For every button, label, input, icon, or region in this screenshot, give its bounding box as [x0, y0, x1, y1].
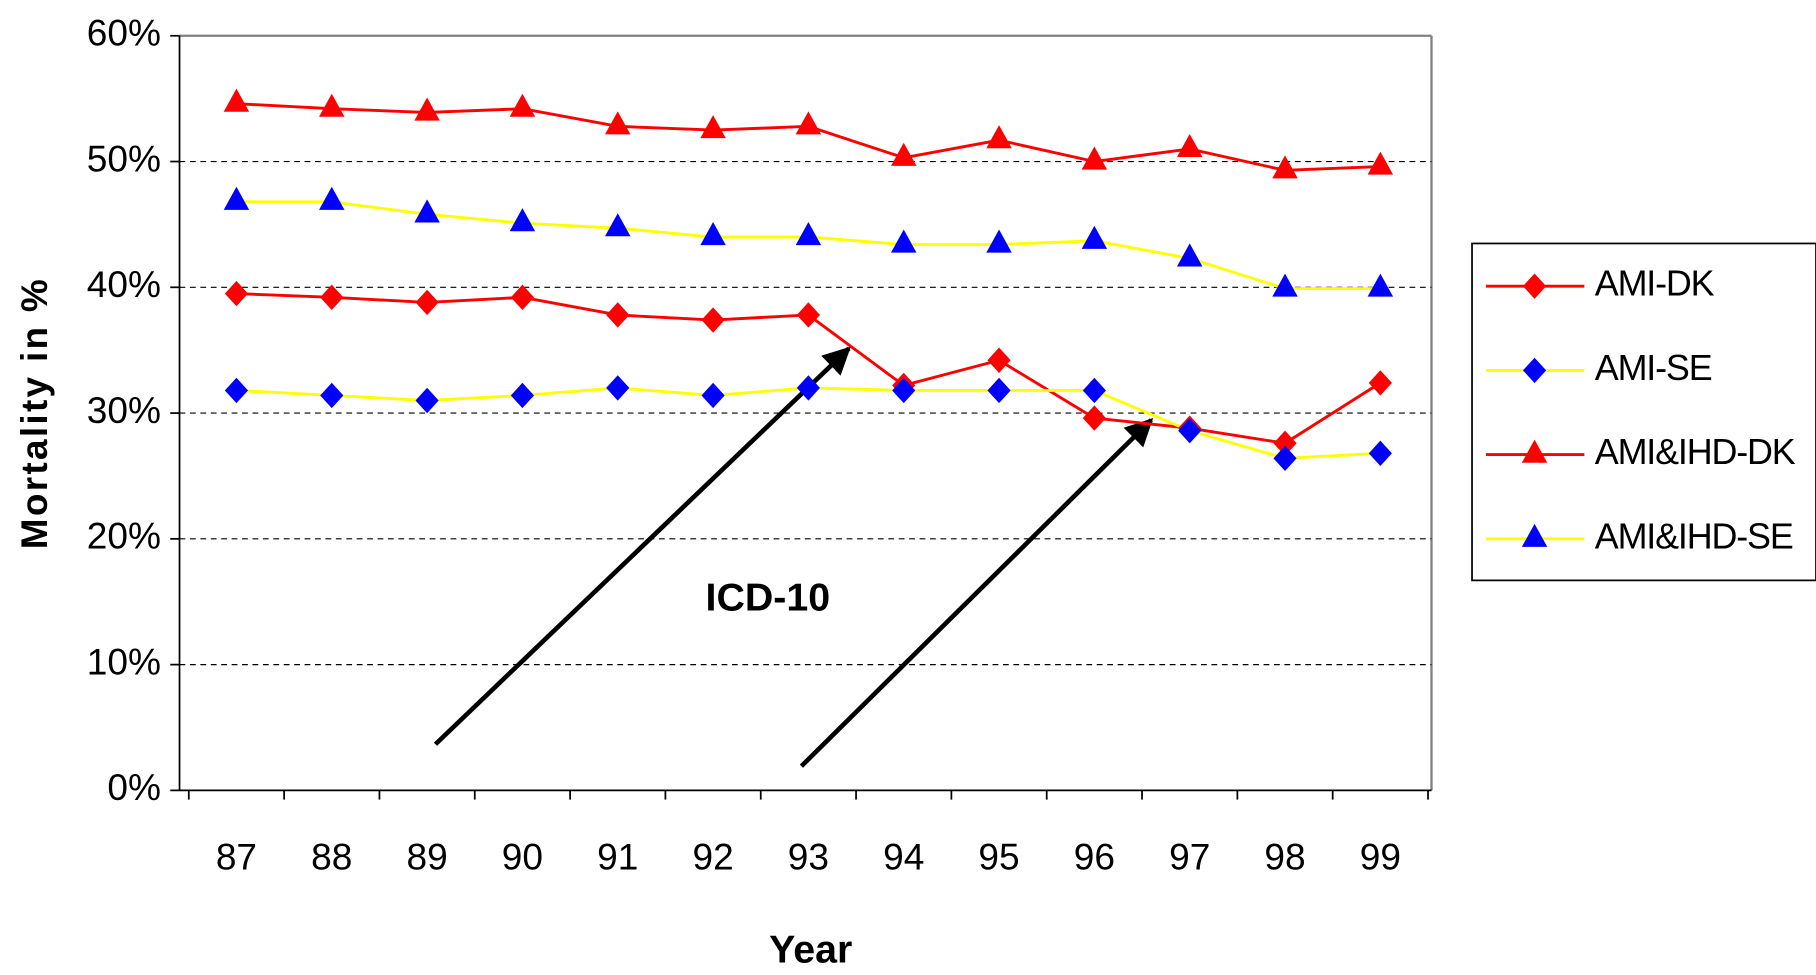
legend-marker [1521, 439, 1548, 463]
legend-label: AMI&IHD-DK [1595, 432, 1796, 472]
data-point [224, 377, 249, 404]
x-tick-label: 87 [216, 836, 257, 877]
data-point [414, 199, 440, 223]
data-point [509, 93, 536, 117]
data-point [1081, 146, 1108, 170]
x-tick-label: 97 [1169, 836, 1210, 877]
data-point [986, 125, 1012, 149]
data-point [223, 186, 250, 210]
data-point [319, 93, 345, 117]
data-point [1081, 225, 1108, 249]
legend-label: AMI&IHD-SE [1595, 516, 1793, 556]
data-point [415, 289, 439, 316]
data-point [1176, 133, 1203, 158]
legend-marker [1522, 273, 1547, 299]
data-point [1082, 377, 1106, 404]
x-tick-label: 89 [406, 836, 447, 877]
data-point [320, 284, 344, 311]
x-tick-label: 99 [1360, 836, 1401, 877]
data-point [986, 229, 1012, 253]
data-point [892, 377, 916, 404]
data-point [509, 208, 536, 232]
y-tick-label: 20% [87, 516, 161, 557]
data-point [606, 375, 630, 401]
data-point [701, 382, 725, 409]
legend [1471, 242, 1816, 582]
y-axis-label: Mortality in % [14, 277, 55, 549]
data-point [796, 375, 820, 401]
arrow [799, 418, 1154, 768]
legend-marker [1522, 357, 1547, 384]
series-line [236, 200, 1381, 291]
y-tick-label: 10% [87, 641, 161, 682]
x-tick-label: 96 [1074, 836, 1115, 877]
data-point [701, 307, 725, 333]
data-point [1082, 405, 1106, 431]
data-point [987, 347, 1011, 373]
data-point [1273, 445, 1297, 472]
data-point [510, 382, 535, 409]
annotation: ICD-10 [706, 575, 831, 619]
y-tick-label: 0% [107, 767, 161, 808]
x-tick-label: 98 [1264, 836, 1305, 877]
data-point [319, 186, 345, 210]
data-point [1368, 370, 1392, 396]
data-point [1367, 273, 1394, 297]
x-tick-label: 93 [788, 836, 829, 877]
data-point [1367, 151, 1394, 175]
legend-label: AMI-SE [1595, 348, 1712, 388]
x-axis-label: Year [769, 927, 852, 971]
legend-label: AMI-DK [1595, 264, 1715, 304]
arrow [433, 346, 851, 746]
x-tick-label: 92 [692, 836, 733, 877]
data-point [795, 222, 822, 246]
y-tick-label: 40% [87, 264, 161, 305]
data-point [1272, 155, 1298, 179]
x-tick-label: 90 [502, 836, 543, 877]
data-point [224, 280, 249, 307]
data-point [890, 142, 917, 166]
y-tick-label: 30% [87, 390, 161, 431]
data-point [795, 111, 822, 135]
data-point [606, 302, 630, 328]
legend-marker [1521, 523, 1548, 547]
data-point [223, 88, 250, 112]
y-tick-label: 50% [87, 138, 161, 179]
x-tick-label: 95 [978, 836, 1019, 877]
data-point [987, 377, 1011, 404]
data-point [700, 115, 726, 139]
x-tick-label: 94 [883, 836, 924, 877]
data-point [320, 382, 344, 409]
data-point [605, 213, 631, 237]
data-point [796, 302, 820, 328]
x-tick-label: 91 [597, 836, 638, 877]
data-point [1368, 440, 1392, 467]
y-tick-label: 60% [87, 13, 161, 54]
x-tick-label: 88 [311, 836, 352, 877]
data-point [510, 284, 535, 311]
data-point [1272, 273, 1298, 297]
data-point [700, 222, 726, 246]
data-point [605, 111, 631, 135]
data-point [415, 387, 439, 414]
data-point [1273, 430, 1297, 456]
data-point [414, 97, 440, 121]
data-point [890, 229, 917, 253]
data-point [1178, 417, 1202, 444]
data-point [1176, 243, 1203, 267]
